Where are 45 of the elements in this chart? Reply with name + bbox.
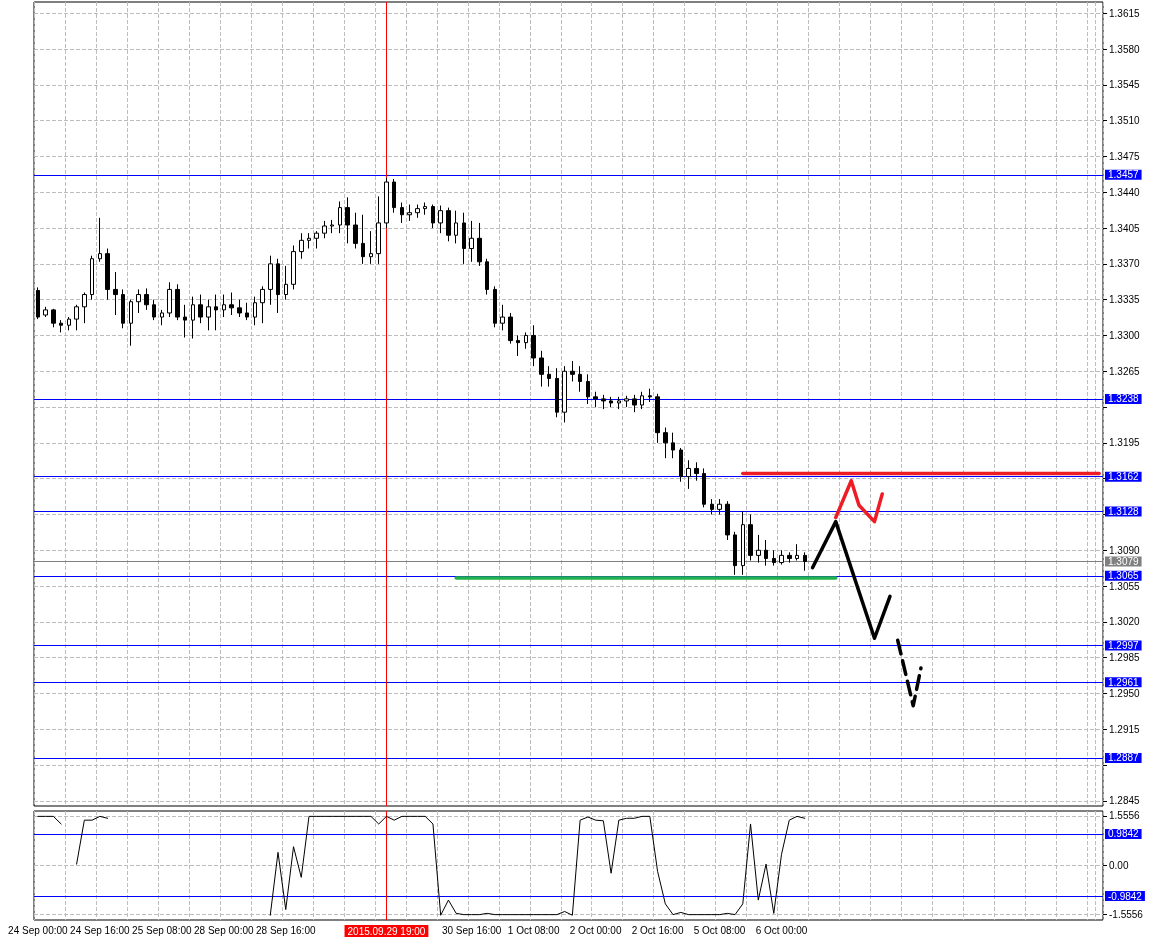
x-tick-label: 6 Oct 00:00 <box>755 924 808 936</box>
y-tick-label: 1.3580 <box>1109 43 1141 55</box>
y-tick-label: 1.3440 <box>1109 186 1141 198</box>
y-tick-label: -1.5556 <box>1109 908 1144 920</box>
y-tick-label: 1.3405 <box>1109 222 1141 234</box>
y-tick-label: 1.3335 <box>1109 294 1141 306</box>
ref-line-label: 1.2997 <box>1108 639 1140 651</box>
x-tick-label: 28 Sep 16:00 <box>256 924 316 936</box>
y-tick-label: 1.3090 <box>1109 544 1141 556</box>
ref-line-label: 1.3128 <box>1108 505 1140 517</box>
y-tick-label: 1.2950 <box>1109 687 1141 699</box>
x-tick-label: 30 Sep 16:00 <box>441 924 502 936</box>
y-tick-label: 1.3615 <box>1109 7 1141 19</box>
y-tick-label: 1.5556 <box>1109 810 1141 822</box>
ref-line-label: 1.3065 <box>1108 570 1140 582</box>
x-tick-label: 28 Sep 00:00 <box>194 924 254 936</box>
ref-line-label: 1.3079 <box>1108 556 1140 568</box>
y-tick-label: 1.3055 <box>1109 580 1141 592</box>
y-tick-label: 1.2915 <box>1109 723 1141 735</box>
ref-line-label: 1.2961 <box>1108 676 1140 688</box>
y-tick-label: 1.3370 <box>1109 258 1141 270</box>
ref-line-label: 1.3238 <box>1108 393 1140 405</box>
x-tick-label: 1 Oct 08:00 <box>507 924 560 936</box>
y-tick-label: 0.00 <box>1109 859 1129 871</box>
y-tick-label: 1.3475 <box>1109 150 1141 162</box>
ref-line-label: 1.3162 <box>1108 471 1140 483</box>
y-tick-label: 1.2845 <box>1109 795 1141 807</box>
x-tick-label: 2 Oct 00:00 <box>569 924 622 936</box>
ref-line-label: 1.2887 <box>1108 752 1140 764</box>
x-tick-label: 25 Sep 08:00 <box>132 924 192 936</box>
y-tick-label: 1.3265 <box>1109 365 1141 377</box>
x-tick-label: 2 Oct 16:00 <box>631 924 684 936</box>
x-tick-label: 24 Sep 16:00 <box>70 924 131 936</box>
x-tick-label: 2015.09.29 19:00 <box>347 925 426 937</box>
ref-line-label: -0.9842 <box>1108 890 1143 902</box>
y-tick-label: 1.3300 <box>1109 329 1141 341</box>
y-tick-label: 1.2985 <box>1109 652 1141 664</box>
ref-line-label: 0.9842 <box>1108 828 1140 840</box>
x-tick-label: 24 Sep 00:00 <box>8 924 69 936</box>
y-tick-label: 1.3195 <box>1109 437 1141 449</box>
y-tick-label: 1.3545 <box>1109 79 1141 91</box>
y-tick-label: 1.3510 <box>1109 115 1141 127</box>
y-tick-label: 1.3020 <box>1109 616 1141 628</box>
x-tick-label: 5 Oct 08:00 <box>693 924 746 936</box>
ref-line-label: 1.3457 <box>1108 169 1140 181</box>
